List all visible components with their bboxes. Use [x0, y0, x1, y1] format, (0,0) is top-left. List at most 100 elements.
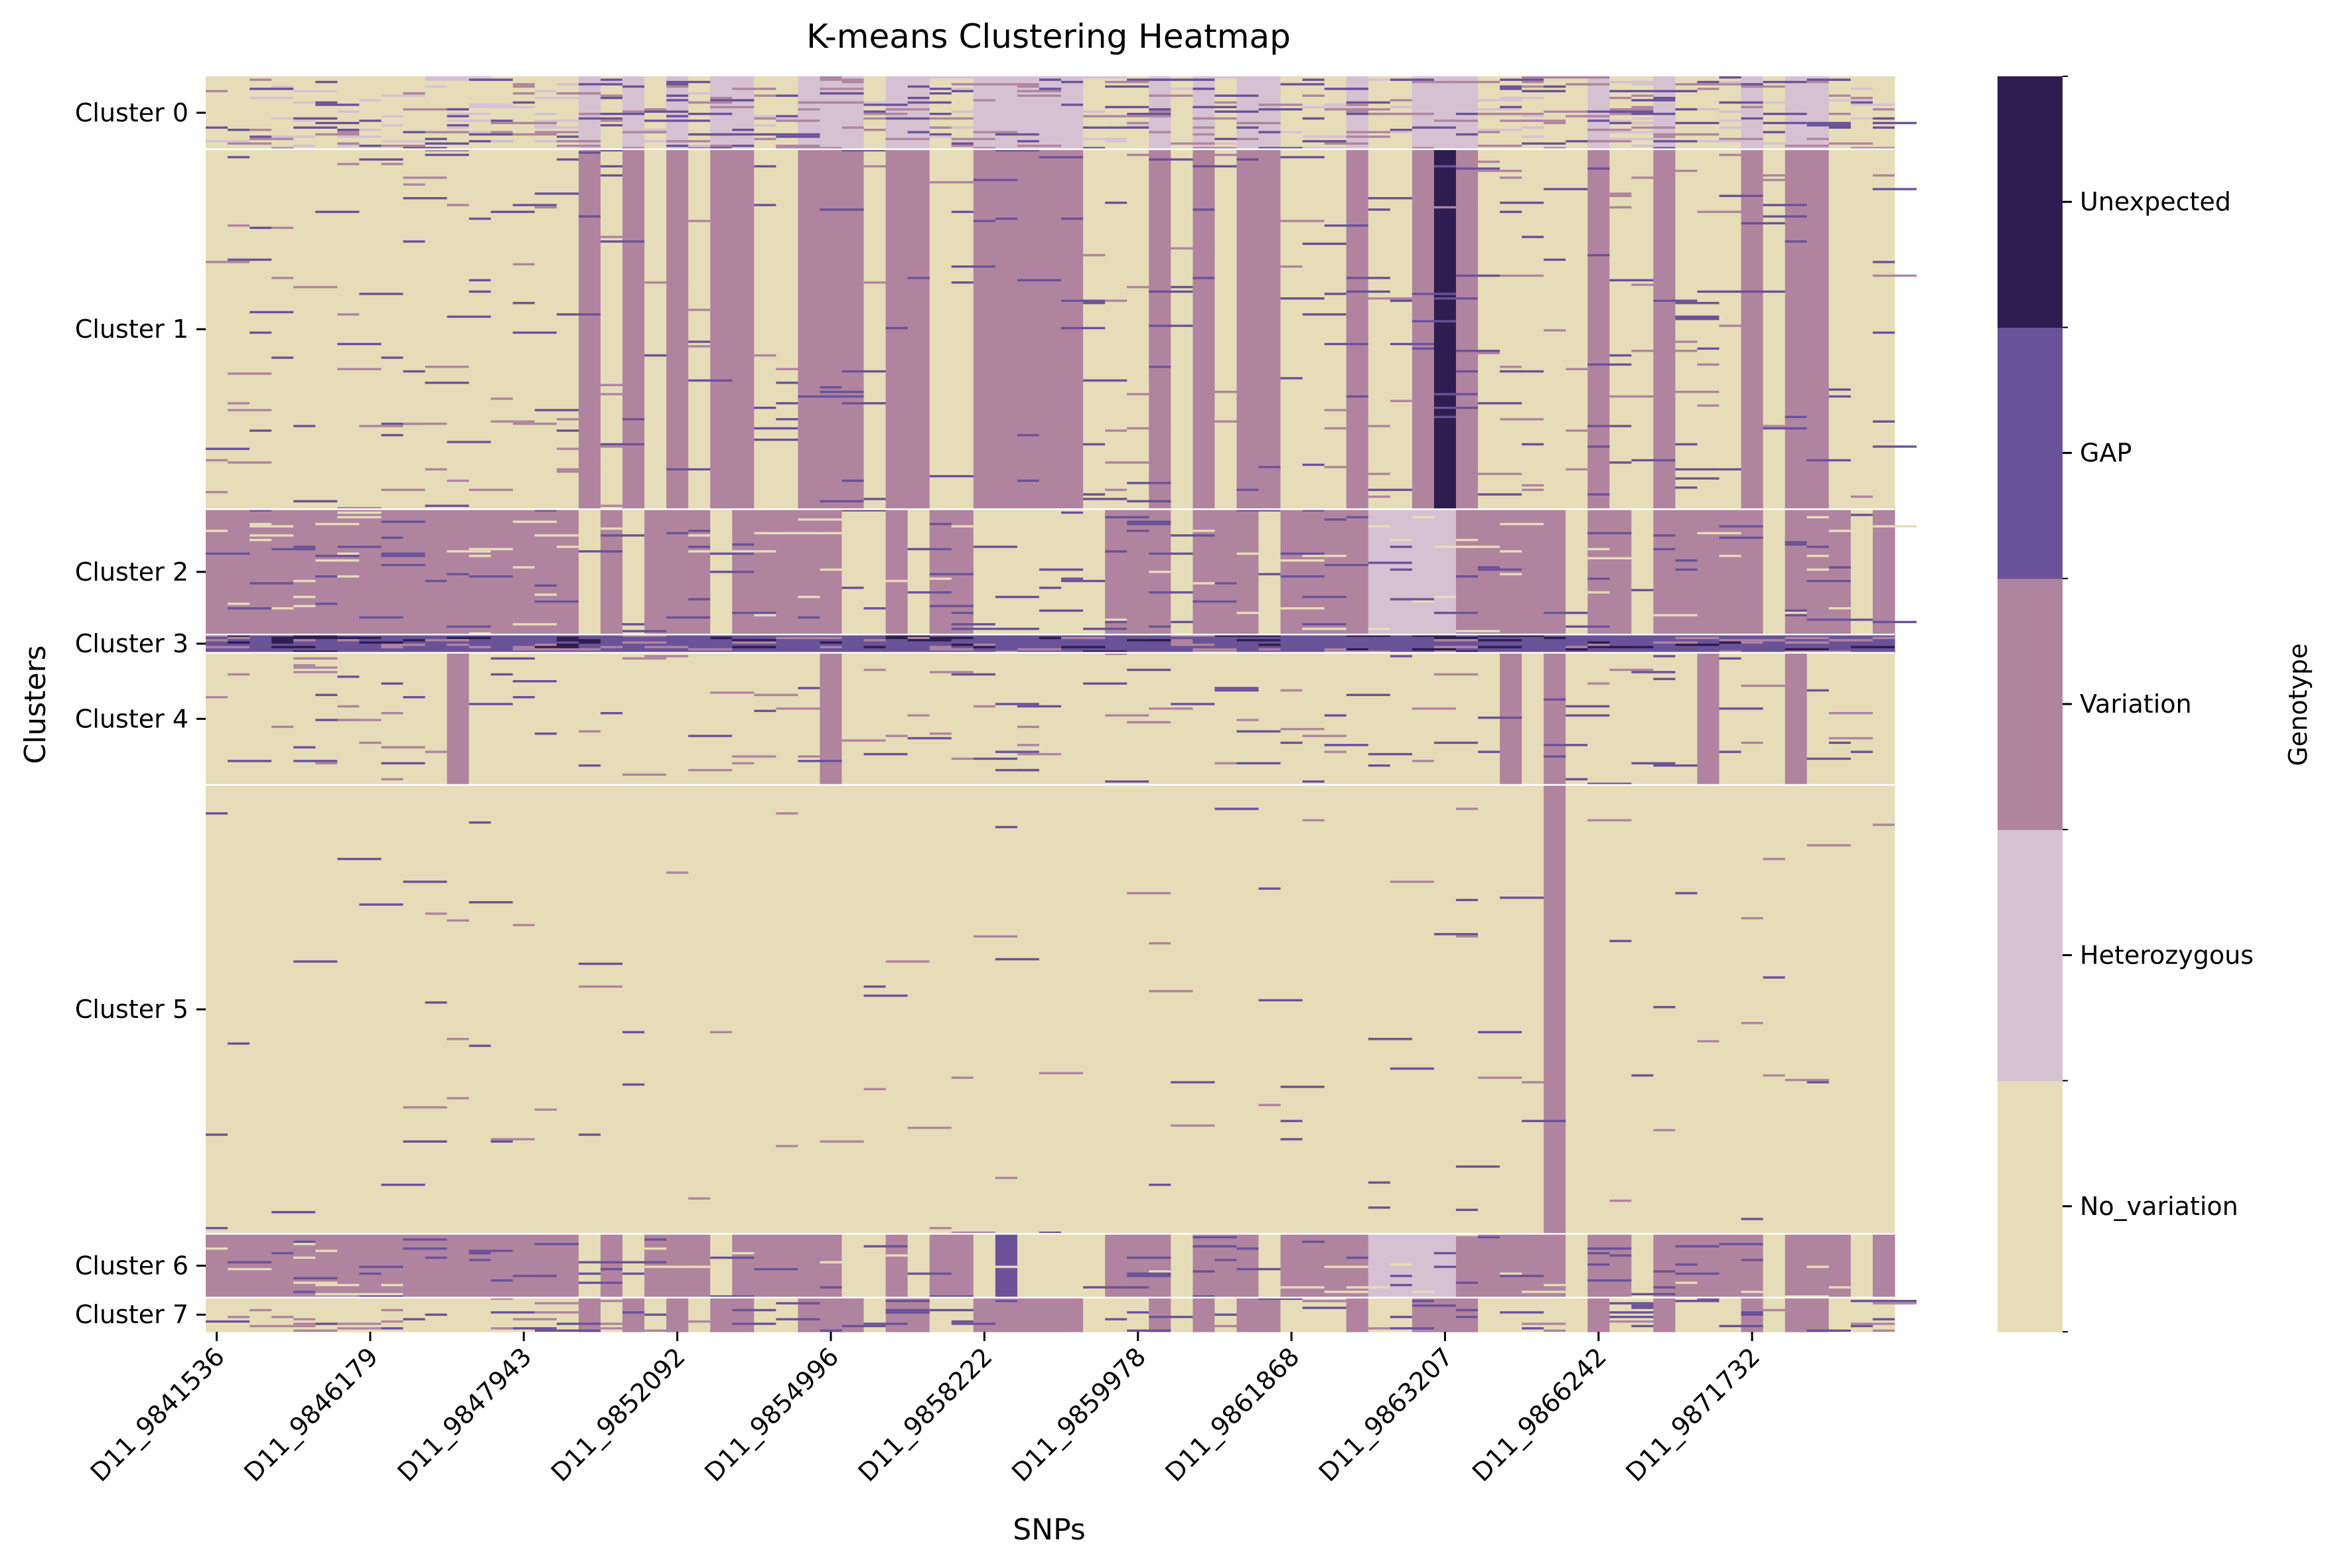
heatmap-cell: [425, 912, 447, 915]
heatmap-cell: [315, 523, 360, 526]
heatmap-cell: [490, 1327, 513, 1330]
heatmap-cell: [1324, 466, 1346, 468]
heatmap-cell: [1390, 99, 1412, 102]
heatmap-cell: [206, 552, 250, 555]
heatmap-cell: [1763, 425, 1785, 427]
heatmap-cell: [1412, 1304, 1456, 1307]
heatmap-cell: [1587, 425, 1632, 427]
cluster-block-7: [206, 1297, 1917, 1332]
heatmap-cell: [293, 657, 338, 660]
heatmap-cell: [1631, 126, 1676, 129]
heatmap-cell: [1522, 142, 1566, 145]
heatmap-cell: [1784, 541, 1807, 543]
heatmap-cell: [776, 1302, 798, 1305]
heatmap-cell: [1149, 94, 1193, 97]
heatmap-cell: [1149, 324, 1193, 327]
heatmap-cell: [688, 735, 733, 737]
heatmap-cell: [1631, 117, 1676, 120]
heatmap-cell: [710, 1031, 733, 1034]
heatmap-cell: [381, 124, 403, 127]
heatmap-cell: [403, 108, 425, 111]
heatmap-cell: [1346, 634, 1390, 637]
heatmap-cell: [1828, 741, 1851, 745]
heatmap-cell: [1609, 131, 1632, 133]
heatmap-cell: [929, 76, 974, 79]
heatmap-cell: [1719, 652, 1786, 786]
heatmap-cell: [688, 309, 733, 311]
heatmap-cell: [1149, 500, 1171, 503]
heatmap-cell: [1763, 1297, 1786, 1332]
heatmap-cell: [951, 623, 995, 626]
heatmap-cell: [1083, 76, 1128, 79]
y-tick-label: Cluster 7: [75, 1300, 188, 1329]
heatmap-cell: [863, 607, 886, 610]
heatmap-cell: [1478, 352, 1500, 354]
heatmap-cell: [1653, 677, 1676, 680]
heatmap-cell: [337, 511, 382, 514]
heatmap-cell: [1675, 315, 1719, 318]
heatmap-cell: [1390, 598, 1434, 601]
heatmap-cell: [228, 607, 272, 610]
heatmap-cell: [1193, 76, 1215, 150]
heatmap-cell: [776, 115, 798, 117]
heatmap-cell: [622, 1031, 645, 1034]
heatmap-cell: [1675, 301, 1719, 305]
heatmap-cell: [1127, 115, 1171, 117]
heatmap-cell: [1368, 472, 1390, 475]
heatmap-cell: [315, 104, 360, 106]
heatmap-cell: [228, 140, 250, 143]
heatmap-cell: [1565, 509, 1588, 635]
heatmap-cell: [425, 1256, 447, 1259]
heatmap-cell: [1478, 1031, 1522, 1034]
heatmap-cell: [293, 760, 338, 762]
heatmap-cell: [206, 530, 228, 532]
heatmap-cell: [1039, 636, 1084, 640]
heatmap-cell: [1544, 147, 1566, 149]
heatmap-cell: [1039, 568, 1084, 571]
heatmap-cell: [1127, 427, 1171, 430]
heatmap-cell: [1368, 650, 1390, 653]
heatmap-cell: [1587, 557, 1632, 559]
heatmap-cell: [1719, 110, 1763, 113]
heatmap-cell: [250, 523, 272, 526]
heatmap-cell: [1280, 1297, 1347, 1332]
heatmap-cell: [293, 117, 338, 120]
heatmap-cell: [293, 90, 338, 93]
heatmap-cell: [644, 1238, 667, 1241]
heatmap-cell: [1719, 1324, 1763, 1328]
heatmap-cell: [578, 1281, 622, 1284]
heatmap-cell: [1324, 650, 1368, 653]
heatmap-cell: [1127, 482, 1171, 484]
heatmap-cell: [1522, 80, 1544, 84]
heatmap-cell: [1719, 126, 1741, 129]
heatmap-cell: [1653, 534, 1676, 537]
heatmap-cell: [1083, 301, 1106, 305]
heatmap-cell: [995, 149, 1039, 152]
heatmap-cell: [1455, 575, 1479, 578]
heatmap-cell: [644, 509, 711, 635]
heatmap-cell: [447, 115, 469, 117]
heatmap-cell: [1653, 299, 1698, 302]
heatmap-cell: [863, 281, 908, 284]
heatmap-cell: [951, 142, 974, 145]
heatmap-cell: [973, 935, 1017, 938]
heatmap-cell: [381, 1327, 403, 1330]
heatmap-cell: [688, 101, 733, 104]
heatmap-cell: [1280, 220, 1325, 222]
heatmap-cell: [469, 279, 491, 282]
heatmap-cell: [1193, 1297, 1215, 1332]
heatmap-cell: [995, 1299, 1017, 1303]
heatmap-cell: [1390, 299, 1412, 302]
heatmap-cell: [995, 825, 1017, 829]
heatmap-cell: [600, 124, 622, 127]
heatmap-cell: [1083, 110, 1106, 113]
heatmap-cell: [885, 1299, 930, 1303]
heatmap-cell: [1500, 573, 1522, 575]
heatmap-cell: [1522, 135, 1544, 138]
heatmap-cell: [1500, 177, 1522, 179]
heatmap-cell: [1127, 1272, 1171, 1275]
heatmap-cell: [425, 504, 469, 507]
heatmap-cell: [1280, 377, 1303, 380]
heatmap-cell: [907, 636, 930, 640]
heatmap-cell: [666, 94, 689, 97]
